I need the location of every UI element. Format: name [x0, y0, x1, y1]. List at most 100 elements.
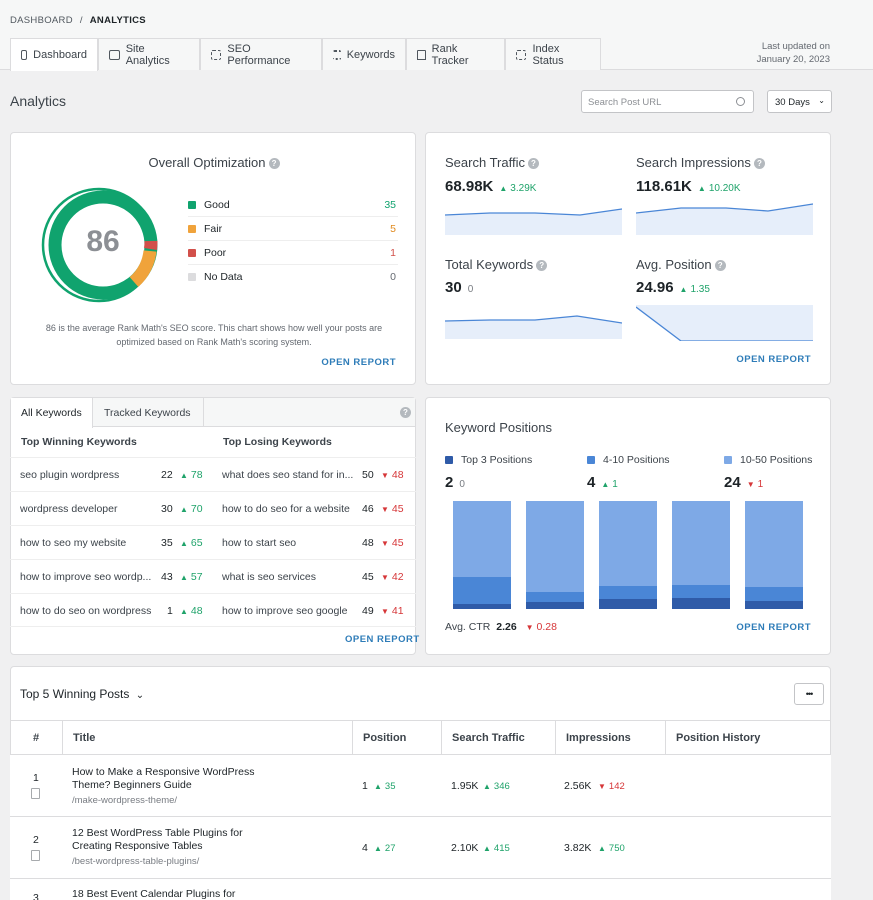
- positions-legend-10-50: 10-50 Positions: [724, 454, 812, 466]
- search-icon[interactable]: [736, 97, 745, 106]
- post-slug[interactable]: /best-wordpress-table-plugins/: [72, 856, 200, 867]
- post-title[interactable]: How to Make a Responsive WordPress Theme…: [72, 766, 254, 792]
- search-traffic-title: Search Traffic?: [445, 155, 539, 170]
- ctr-label: Avg. CTR: [445, 621, 491, 633]
- keyword-name[interactable]: how to improve seo google: [222, 605, 348, 617]
- col-header-traffic[interactable]: Search Traffic: [442, 720, 556, 754]
- legend-label: Good: [204, 198, 230, 211]
- chart-icon: [109, 49, 120, 60]
- tab-keywords[interactable]: Keywords: [322, 38, 406, 70]
- bar-segment-top3: [599, 599, 657, 609]
- keyword-name[interactable]: what does seo stand for in...: [222, 469, 354, 481]
- col-header-number[interactable]: #: [10, 720, 63, 754]
- position-bar: [599, 501, 657, 609]
- post-title[interactable]: 18 Best Event Calendar Plugins for: [72, 888, 236, 900]
- keyword-delta: 41: [381, 605, 404, 617]
- tab-label: Site Analytics: [125, 42, 170, 67]
- keyword-name[interactable]: how to do seo for a website: [222, 503, 350, 515]
- keyword-row: wordpress developer 30 70 how to do seo …: [10, 491, 416, 525]
- tab-dashboard[interactable]: Dashboard: [10, 38, 98, 71]
- legend-swatch: [188, 224, 196, 233]
- last-updated-label: Last updated on: [761, 41, 830, 52]
- post-slug[interactable]: /make-wordpress-theme/: [72, 795, 178, 806]
- keywords-open-report[interactable]: OPEN REPORT: [345, 634, 420, 645]
- help-icon[interactable]: ?: [527, 158, 539, 170]
- keyword-name[interactable]: what is seo services: [222, 571, 316, 583]
- more-options-button[interactable]: •••: [794, 683, 824, 705]
- keyword-position: 35: [161, 537, 173, 549]
- tab-site-analytics[interactable]: Site Analytics: [98, 38, 200, 70]
- target-icon: [211, 49, 222, 60]
- keyword-name[interactable]: how to do seo on wordpress: [20, 605, 152, 617]
- optimization-title-text: Overall Optimization: [148, 155, 266, 170]
- col-header-impressions[interactable]: Impressions: [556, 720, 666, 754]
- position-bar: [526, 501, 584, 609]
- list-icon: [333, 49, 341, 60]
- col-header-title[interactable]: Title: [63, 720, 353, 754]
- keyword-delta: 70: [180, 503, 203, 515]
- keyword-position: 48: [362, 537, 374, 549]
- note-line: optimized based on Rank Math's scoring s…: [116, 337, 312, 347]
- tab-label: Dashboard: [33, 49, 87, 61]
- stats-open-report[interactable]: OPEN REPORT: [736, 354, 811, 365]
- group-delta: 1: [747, 479, 763, 490]
- date-range-select[interactable]: 30 Days ⌄: [767, 90, 832, 113]
- note-line: 86 is the average Rank Math's SEO score.…: [45, 323, 383, 333]
- positions-open-report[interactable]: OPEN REPORT: [736, 622, 811, 633]
- help-icon[interactable]: ?: [714, 260, 726, 272]
- post-title-line: Theme? Beginners Guide: [72, 779, 192, 791]
- legend-label: Fair: [204, 222, 223, 235]
- breadcrumb-current: ANALYTICS: [89, 15, 146, 26]
- total-keywords-value: 30 0: [445, 279, 473, 296]
- search-input[interactable]: Search Post URL: [581, 90, 754, 113]
- stat-delta: 3.29K: [499, 183, 536, 194]
- group-delta: 0: [459, 479, 465, 490]
- tab-rank-tracker[interactable]: Rank Tracker: [406, 38, 505, 70]
- legend-swatch: [188, 200, 196, 209]
- col-header-position-history[interactable]: Position History: [666, 720, 831, 754]
- keyword-name[interactable]: how to improve seo wordp...: [20, 571, 152, 583]
- keyword-name[interactable]: seo plugin wordpress: [20, 469, 120, 481]
- stat-title-text: Total Keywords: [445, 257, 534, 272]
- help-icon[interactable]: ?: [400, 407, 411, 418]
- keyword-position: 45: [362, 571, 374, 583]
- legend-poor: Poor 1: [188, 241, 398, 265]
- positions-legend-top3: Top 3 Positions: [445, 454, 532, 466]
- keyword-position: 1: [167, 605, 173, 617]
- breadcrumb-root[interactable]: DASHBOARD: [10, 15, 73, 26]
- bar-segment-top3: [672, 598, 730, 609]
- keyword-name[interactable]: how to seo my website: [20, 537, 127, 549]
- tab-tracked-keywords[interactable]: Tracked Keywords: [93, 398, 204, 427]
- tab-label: Index Status: [532, 42, 564, 67]
- legend-swatch: [587, 456, 595, 464]
- tab-label: SEO Performance: [227, 42, 291, 67]
- ctr-delta: 0.28: [526, 621, 557, 633]
- col-header-position[interactable]: Position: [353, 720, 442, 754]
- post-impressions-delta: 142: [598, 781, 625, 792]
- help-icon[interactable]: ?: [536, 260, 548, 272]
- positions-10-50-value: 24 1: [724, 474, 763, 491]
- post-title[interactable]: 12 Best WordPress Table Plugins for Crea…: [72, 827, 243, 853]
- keyword-position: 50: [362, 469, 374, 481]
- optimization-open-report[interactable]: OPEN REPORT: [321, 357, 396, 368]
- search-traffic-sparkline: [445, 208, 622, 235]
- post-position-delta: 27: [374, 843, 396, 854]
- keyword-delta: 57: [180, 571, 203, 583]
- tab-seo-performance[interactable]: SEO Performance: [200, 38, 322, 70]
- total-keywords-sparkline: [445, 315, 622, 339]
- post-title-line: 12 Best WordPress Table Plugins for: [72, 827, 243, 839]
- help-icon[interactable]: ?: [268, 158, 280, 170]
- optimization-donut: [41, 187, 158, 303]
- search-impressions-sparkline: [636, 203, 813, 235]
- help-icon[interactable]: ?: [753, 158, 765, 170]
- tab-all-keywords[interactable]: All Keywords: [11, 398, 93, 428]
- monitor-icon: [21, 50, 28, 60]
- keyword-name[interactable]: wordpress developer: [20, 503, 118, 515]
- last-updated-date: January 20, 2023: [756, 54, 830, 65]
- post-traffic: 2.10K: [451, 842, 479, 854]
- tab-index-status[interactable]: Index Status: [505, 38, 601, 70]
- keyword-name[interactable]: how to start seo: [222, 537, 297, 549]
- posts-title[interactable]: Top 5 Winning Posts ⌄: [20, 687, 144, 701]
- stat-delta: 10.20K: [698, 183, 741, 194]
